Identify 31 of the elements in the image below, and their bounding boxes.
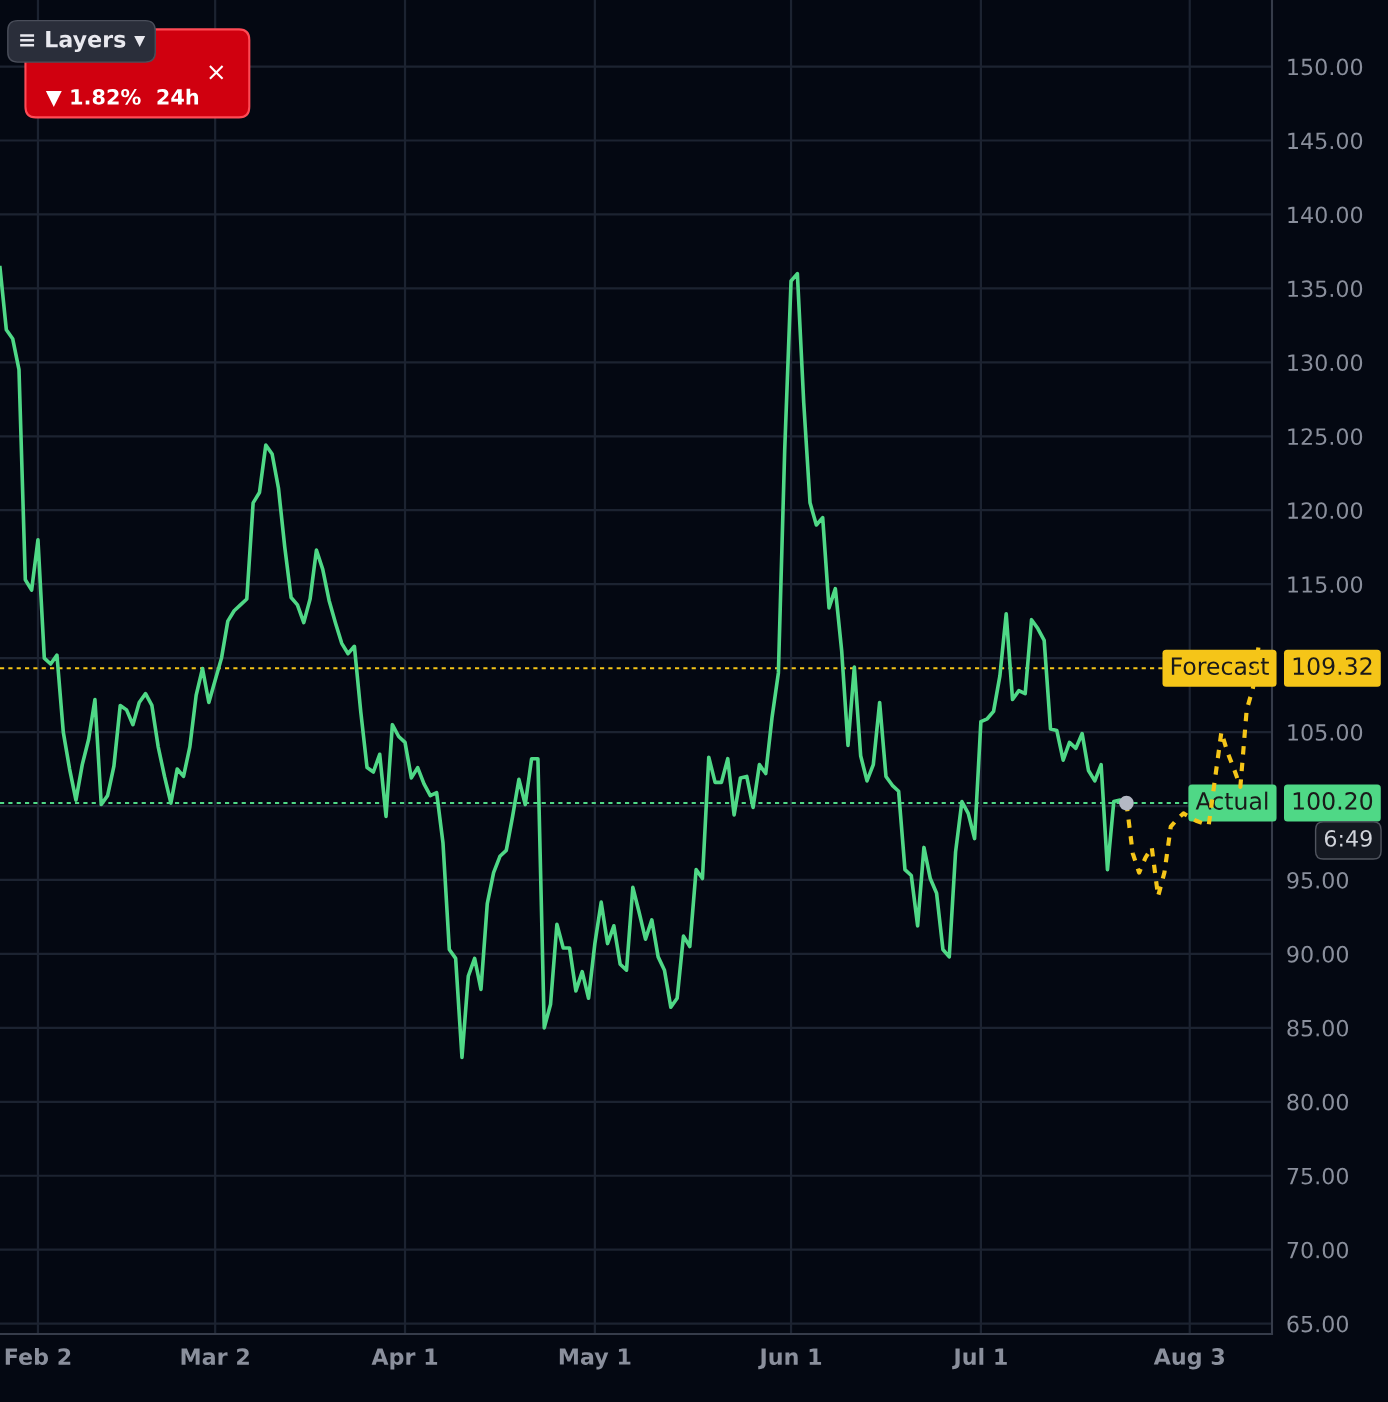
x-tick-label: Jun 1 <box>758 1348 822 1370</box>
y-tick-label: 115.00 <box>1288 576 1363 593</box>
x-tick-label: Jul 1 <box>952 1347 1007 1370</box>
text: 6:49 <box>1324 830 1372 847</box>
x-tick-label: May 1 <box>559 1348 631 1370</box>
y-tick-label: 90.00 <box>1287 945 1349 963</box>
y-tick-label: 135.00 <box>1288 280 1363 298</box>
y-tick-label: 70.00 <box>1287 1241 1349 1259</box>
annotation: ▼ 1.82% 24h <box>45 88 199 108</box>
y-tick-label: 140.00 <box>1288 206 1363 224</box>
y-tick-label: 75.00 <box>1287 1167 1349 1185</box>
text: 109.32 <box>1293 657 1372 676</box>
y-tick-label: 130.00 <box>1288 354 1363 372</box>
y-tick-label: 95.00 <box>1287 871 1349 889</box>
annotation: × <box>209 65 224 80</box>
y-tick-label: 120.00 <box>1288 502 1363 519</box>
y-tick-label: 65.00 <box>1287 1315 1349 1333</box>
y-tick-label: 125.00 <box>1288 428 1363 446</box>
y-tick-label: 145.00 <box>1288 132 1363 150</box>
y-tick-label: 150.00 <box>1288 58 1363 76</box>
ref-line-label: Forecast <box>1171 657 1269 676</box>
text: 100.20 <box>1293 792 1373 810</box>
x-tick-label: Aug 3 <box>1153 1348 1225 1370</box>
ref-line-label: Actual <box>1195 791 1268 810</box>
y-tick-label: 105.00 <box>1288 724 1363 741</box>
x-tick-label: Apr 1 <box>371 1348 438 1370</box>
y-tick-label: 80.00 <box>1287 1093 1349 1111</box>
y-tick-label: 85.00 <box>1287 1019 1349 1037</box>
x-tick-label: Mar 2 <box>181 1348 249 1366</box>
x-tick-label: Feb 2 <box>5 1347 71 1366</box>
annotation: ≡ Layers ▾ <box>20 31 146 53</box>
